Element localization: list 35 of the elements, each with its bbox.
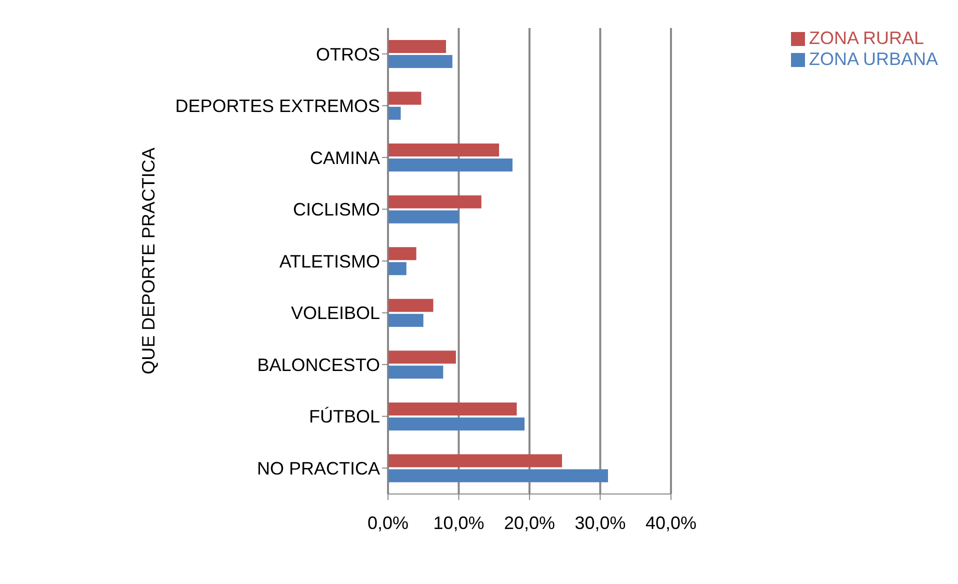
bar [388,469,608,482]
bar [388,350,456,364]
bar [388,262,406,276]
x-tick-label: 40,0% [645,512,696,533]
y-tick-label: CICLISMO [292,200,380,220]
y-tick-label: FÚTBOL [308,406,380,427]
x-tick-label: 10,0% [433,512,484,533]
x-tick-label: 0,0% [367,512,409,533]
bar [388,158,513,172]
bar [388,144,500,157]
y-tick-label: BALONCESTO [257,354,380,375]
bar [388,195,482,208]
bar [388,402,517,416]
x-tick-label: 20,0% [504,512,556,533]
legend-label: ZONA URBANA [808,49,938,69]
bar [388,454,562,468]
y-tick-label: VOLEIBOL [290,303,380,324]
bar [388,210,459,224]
y-tick-label: ATLETISMO [279,251,380,272]
bar [388,247,416,260]
bar [388,366,444,379]
y-tick-label: DEPORTES EXTREMOS [175,96,380,116]
y-tick-label: NO PRACTICA [256,458,380,478]
legend-label: ZONA RURAL [808,28,924,48]
bar [388,40,446,53]
bar [388,417,525,430]
y-tick-label: OTROS [316,44,380,64]
bar [388,298,434,312]
x-tick-label: 30,0% [574,512,626,533]
y-tick-label: CAMINA [310,148,380,168]
bar [388,106,401,120]
bar [388,92,422,105]
y-axis-title: QUE DEPORTE PRACTICA [138,148,158,374]
bar [388,55,452,68]
bar [388,314,424,327]
